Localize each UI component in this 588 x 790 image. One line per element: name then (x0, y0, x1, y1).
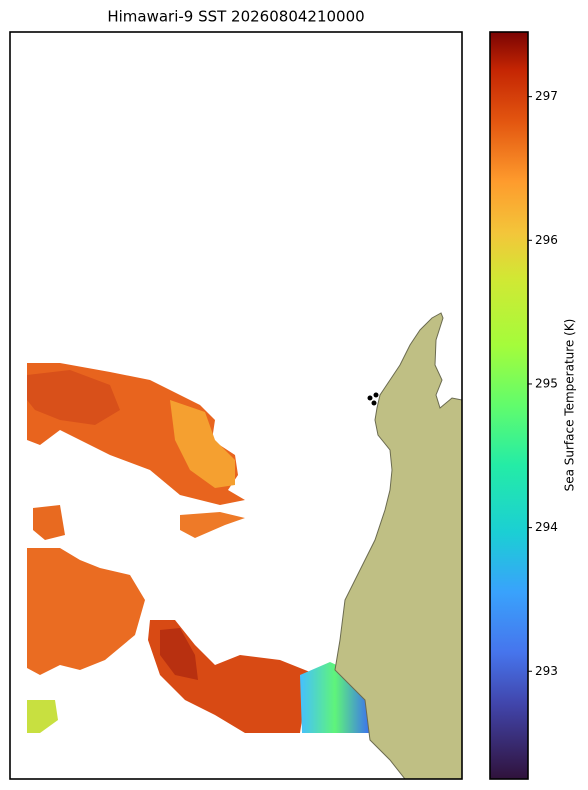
island (373, 392, 379, 398)
colorbar (489, 31, 529, 780)
colorbar-tick-label: 294 (535, 520, 558, 534)
colorbar-tick-label: 296 (535, 233, 558, 247)
colorbar-tick-label: 297 (535, 89, 558, 103)
colorbar-label: Sea Surface Temperature (K) (563, 319, 577, 492)
colorbar-tick-label: 295 (535, 376, 558, 390)
island (371, 400, 377, 406)
map-title: Himawari-9 SST 20260804210000 (107, 8, 364, 26)
map-frame (9, 31, 463, 780)
sst-patch (27, 700, 58, 733)
island (367, 395, 373, 401)
map-content (27, 312, 462, 779)
colorbar-tick-label: 293 (535, 664, 558, 678)
sst-patch (180, 512, 245, 538)
sst-patch (27, 548, 145, 675)
land (334, 312, 462, 779)
sst-patch (33, 505, 65, 540)
sst-patch (160, 628, 198, 680)
sst-patch (170, 400, 235, 488)
sst-patch (27, 370, 120, 425)
